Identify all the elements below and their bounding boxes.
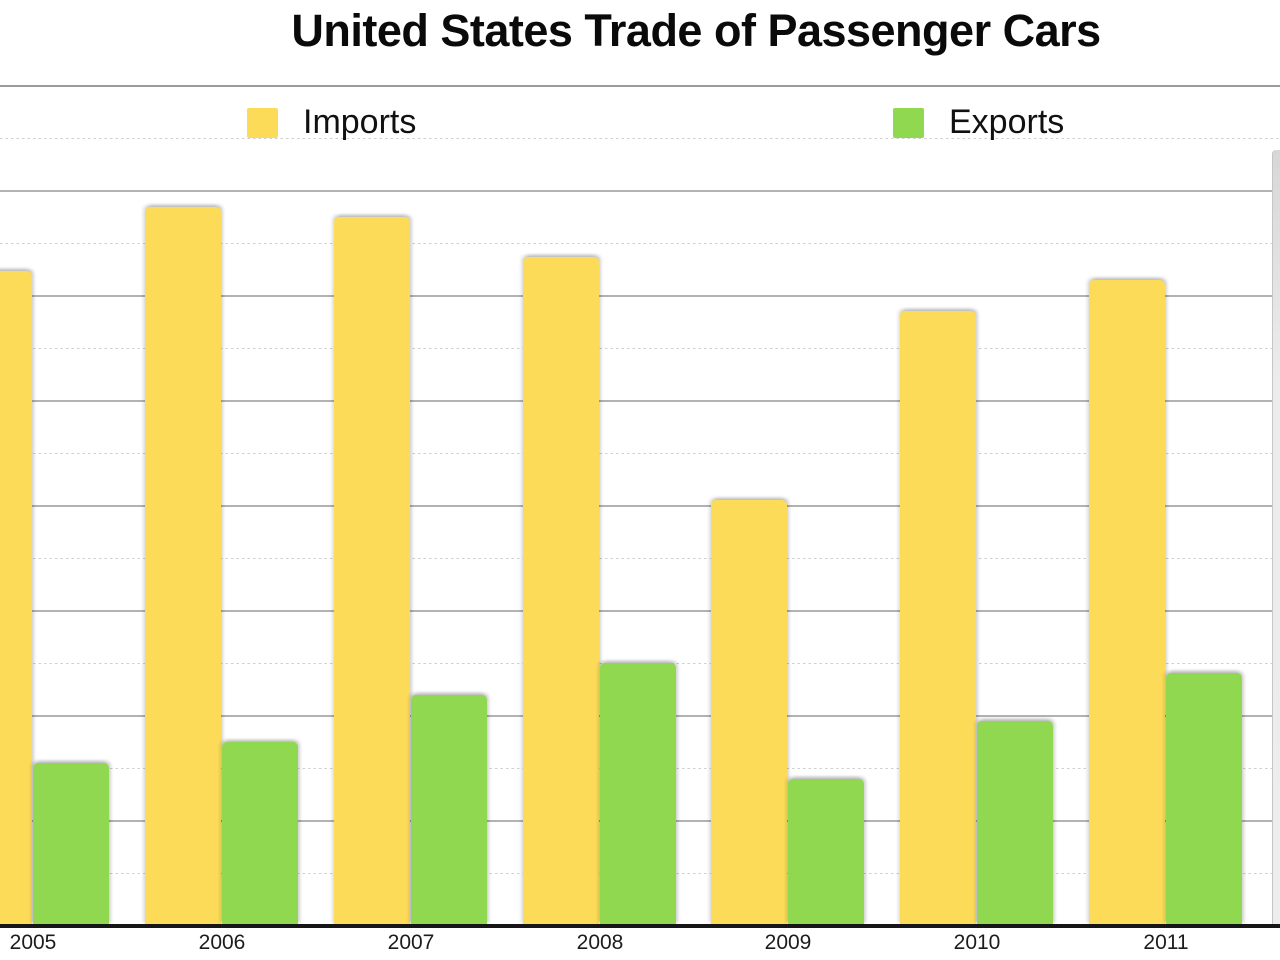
bar-exports-2005 [33,763,109,925]
exports-legend-label: Exports [949,103,1065,141]
x-axis-label-2010: 2010 [953,931,1001,954]
x-axis-label-2009: 2009 [764,931,812,954]
bar-imports-2005 [0,270,32,925]
gridline-minor [0,347,1280,349]
gridline-major [0,295,1280,297]
bar-exports-2010 [977,721,1053,925]
bar-exports-2006 [222,742,298,925]
bar-imports-2007 [334,217,410,925]
bar-exports-2007 [411,695,487,925]
bar-imports-2008 [523,257,599,925]
bar-exports-2011 [1166,673,1242,925]
bar-imports-2006 [145,206,221,925]
gridline-major [0,610,1280,612]
bar-imports-2011 [1089,280,1165,925]
exports-legend-swatch [893,107,924,138]
plot-top-gridline [0,85,1280,87]
bar-imports-2009 [711,499,787,925]
imports-legend-swatch [247,107,278,138]
legend-item-exports: Exports [893,103,1064,142]
gridline-major [0,400,1280,402]
gridline-major [0,190,1280,192]
gridline-minor [0,452,1280,454]
gridline-major [0,505,1280,507]
gridline-minor [0,242,1280,244]
imports-legend-label: Imports [303,103,417,141]
x-axis-label-2005: 2005 [9,931,57,954]
chart-title: United States Trade of Passenger Cars [291,5,1101,56]
x-axis-label-2008: 2008 [576,931,624,954]
x-axis-label-2011: 2011 [1143,931,1189,954]
x-axis-label-2007: 2007 [387,931,435,954]
bar-exports-2008 [600,662,676,925]
x-axis-label-2006: 2006 [198,931,246,954]
gridline-minor [0,557,1280,559]
gridline-minor [0,137,1280,139]
x-axis-line [0,924,1280,928]
bar-exports-2009 [788,779,864,925]
bar-imports-2010 [900,310,976,925]
clipped-next-bar-edge [1272,150,1280,925]
legend-item-imports: Imports [247,103,416,142]
